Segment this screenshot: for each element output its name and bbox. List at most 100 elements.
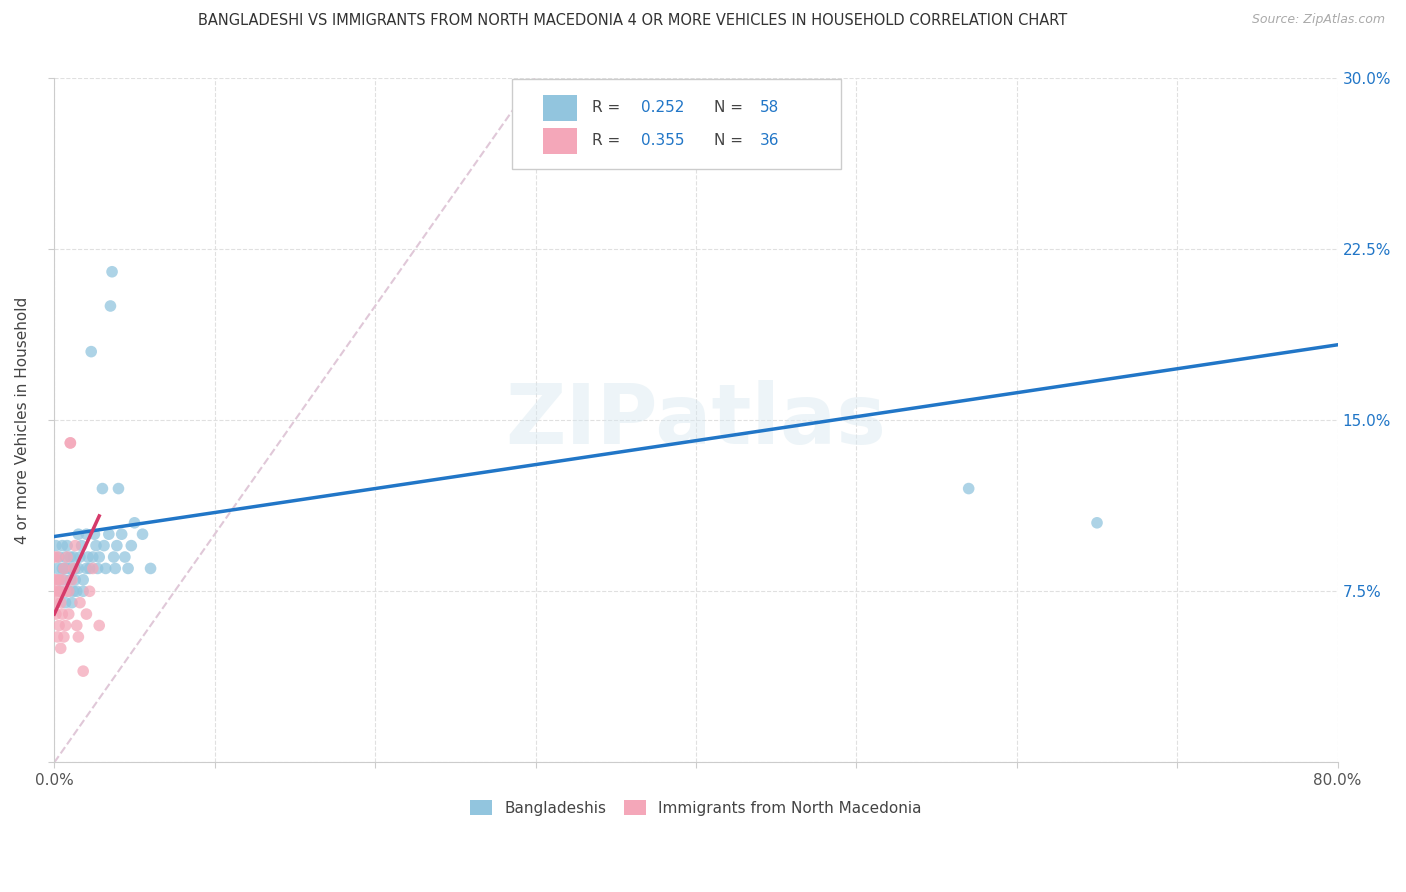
Point: [105, 539, 128, 553]
Point: [69, 596, 91, 610]
Point: [63, 539, 86, 553]
Point: [51, 561, 73, 575]
Point: [69, 549, 91, 564]
Point: [44, 584, 66, 599]
Point: [75, 607, 97, 621]
Text: Source: ZipAtlas.com: Source: ZipAtlas.com: [1251, 13, 1385, 27]
Point: [72, 573, 94, 587]
Point: [46, 584, 69, 599]
Point: [45, 539, 67, 553]
Point: [52, 573, 75, 587]
FancyBboxPatch shape: [543, 128, 576, 153]
Point: [63, 561, 86, 575]
Point: [58, 584, 80, 599]
Point: [56, 539, 79, 553]
Point: [55, 584, 77, 599]
Point: [67, 630, 90, 644]
Point: [117, 561, 139, 575]
Point: [48, 573, 70, 587]
Point: [67, 527, 90, 541]
Point: [94, 561, 117, 575]
Point: [51, 607, 73, 621]
Point: [97, 527, 120, 541]
Point: [101, 265, 124, 279]
Point: [89, 618, 111, 632]
Point: [63, 573, 86, 587]
Point: [79, 561, 101, 575]
Text: N =: N =: [714, 101, 748, 115]
Point: [52, 561, 75, 575]
Point: [56, 561, 79, 575]
Point: [48, 573, 70, 587]
Point: [89, 549, 111, 564]
Point: [44, 573, 66, 587]
Point: [111, 527, 134, 541]
Point: [82, 549, 104, 564]
Point: [66, 618, 89, 632]
Point: [58, 607, 80, 621]
Point: [72, 584, 94, 599]
Point: [104, 561, 127, 575]
Point: [59, 561, 82, 575]
Point: [55, 596, 77, 610]
Point: [124, 516, 146, 530]
Point: [114, 549, 136, 564]
Point: [44, 549, 66, 564]
Point: [131, 527, 153, 541]
Point: [45, 607, 67, 621]
Point: [59, 436, 82, 450]
Point: [62, 549, 84, 564]
Point: [49, 641, 72, 656]
Point: [45, 596, 67, 610]
Point: [66, 584, 89, 599]
Point: [56, 549, 79, 564]
Point: [93, 539, 115, 553]
Point: [67, 561, 90, 575]
Point: [55, 618, 77, 632]
Point: [100, 299, 122, 313]
Point: [72, 664, 94, 678]
Point: [45, 573, 67, 587]
Point: [62, 561, 84, 575]
Text: N =: N =: [714, 133, 748, 148]
Point: [75, 561, 97, 575]
FancyBboxPatch shape: [512, 79, 841, 169]
Legend: Bangladeshis, Immigrants from North Macedonia: Bangladeshis, Immigrants from North Mace…: [463, 792, 929, 823]
Point: [62, 584, 84, 599]
Point: [84, 539, 107, 553]
Point: [48, 584, 70, 599]
Point: [49, 596, 72, 610]
Point: [51, 539, 73, 553]
Text: 0.252: 0.252: [641, 101, 685, 115]
Text: R =: R =: [592, 133, 626, 148]
Point: [86, 561, 108, 575]
Text: R =: R =: [592, 101, 626, 115]
Point: [83, 527, 105, 541]
Text: BANGLADESHI VS IMMIGRANTS FROM NORTH MACEDONIA 4 OR MORE VEHICLES IN HOUSEHOLD C: BANGLADESHI VS IMMIGRANTS FROM NORTH MAC…: [198, 13, 1067, 29]
Point: [59, 436, 82, 450]
Point: [46, 630, 69, 644]
Point: [120, 539, 142, 553]
Point: [55, 549, 77, 564]
Text: 58: 58: [761, 101, 779, 115]
Text: ZIPatlas: ZIPatlas: [506, 380, 886, 460]
Point: [103, 549, 125, 564]
Y-axis label: 4 or more Vehicles in Household: 4 or more Vehicles in Household: [15, 296, 30, 544]
Point: [52, 561, 75, 575]
Point: [70, 539, 93, 553]
Point: [79, 584, 101, 599]
Point: [60, 596, 83, 610]
Point: [59, 573, 82, 587]
Point: [46, 549, 69, 564]
Point: [48, 618, 70, 632]
Point: [139, 561, 162, 575]
Point: [52, 630, 75, 644]
Point: [77, 549, 100, 564]
Point: [82, 561, 104, 575]
Point: [58, 584, 80, 599]
Point: [1085, 516, 1108, 530]
Point: [51, 573, 73, 587]
Text: 36: 36: [761, 133, 780, 148]
Point: [80, 344, 103, 359]
Point: [48, 549, 70, 564]
